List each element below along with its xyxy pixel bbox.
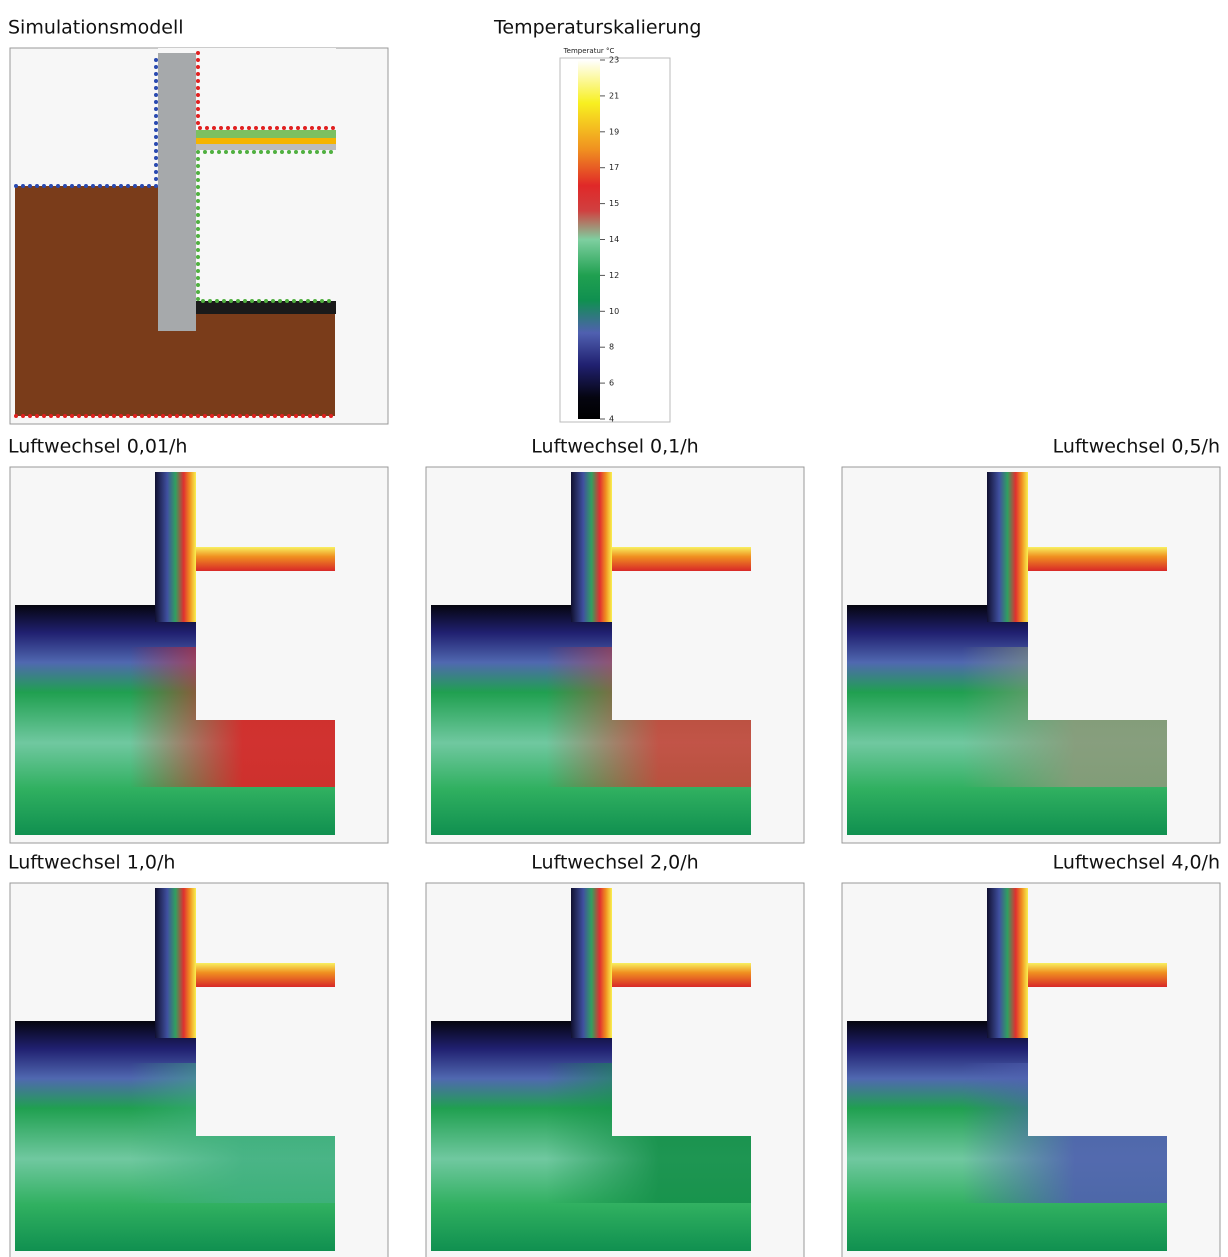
heatmap-panel [842, 883, 1220, 1257]
scale-unit: Temperatur °C [563, 47, 615, 55]
color-bar [578, 60, 600, 419]
wall-field [987, 888, 1028, 1038]
scale-tick-label: 17 [609, 163, 619, 172]
heatmap-panel [426, 883, 804, 1257]
slab-field [612, 547, 751, 571]
scale-tick-label: 19 [609, 127, 619, 136]
scale-tick-label: 8 [609, 343, 614, 352]
heatmap-panel [10, 467, 388, 843]
slab-field [612, 963, 751, 987]
scale-tick-label: 12 [609, 271, 619, 280]
wall-field [155, 888, 196, 1038]
panel-label: Luftwechsel 2,0/h [531, 852, 698, 874]
panel-label: Luftwechsel 0,01/h [8, 436, 187, 458]
slab-field [1028, 547, 1167, 571]
room [196, 152, 336, 301]
panel-label: Luftwechsel 0,5/h [1053, 436, 1220, 458]
ceiling-layer [196, 138, 336, 144]
ceiling-layer [196, 130, 336, 138]
panel-label: Luftwechsel 1,0/h [8, 852, 175, 874]
wall-field [571, 888, 612, 1038]
scale-tick-label: 4 [609, 415, 614, 424]
slab-field [196, 963, 335, 987]
scale-tick-label: 15 [609, 199, 619, 208]
panel-label: Luftwechsel 4,0/h [1053, 852, 1220, 874]
wall-field [571, 472, 612, 622]
model-panel [10, 48, 388, 424]
scale-tick-label: 10 [609, 307, 619, 316]
slab-field [196, 547, 335, 571]
heatmap-panel [426, 467, 804, 843]
scale-title: Temperaturskalierung [493, 17, 702, 39]
wall-field [987, 472, 1028, 622]
figure-canvas: Simulationsmodell Temperaturskalierung T… [0, 0, 1228, 1257]
heatmap-panel [842, 467, 1220, 843]
scale-tick-label: 6 [609, 379, 614, 388]
scale-tick-label: 14 [609, 235, 619, 244]
slab-field [1028, 963, 1167, 987]
model-title: Simulationsmodell [8, 17, 184, 39]
panel-label: Luftwechsel 0,1/h [531, 436, 698, 458]
ceiling-layer [196, 144, 336, 150]
scale-tick-label: 23 [609, 56, 619, 65]
scale-tick-label: 21 [609, 91, 619, 100]
heatmap-panel [10, 883, 388, 1257]
figure: Simulationsmodell Temperaturskalierung T… [0, 0, 1228, 1257]
wall-field [155, 472, 196, 622]
wall [158, 53, 196, 331]
